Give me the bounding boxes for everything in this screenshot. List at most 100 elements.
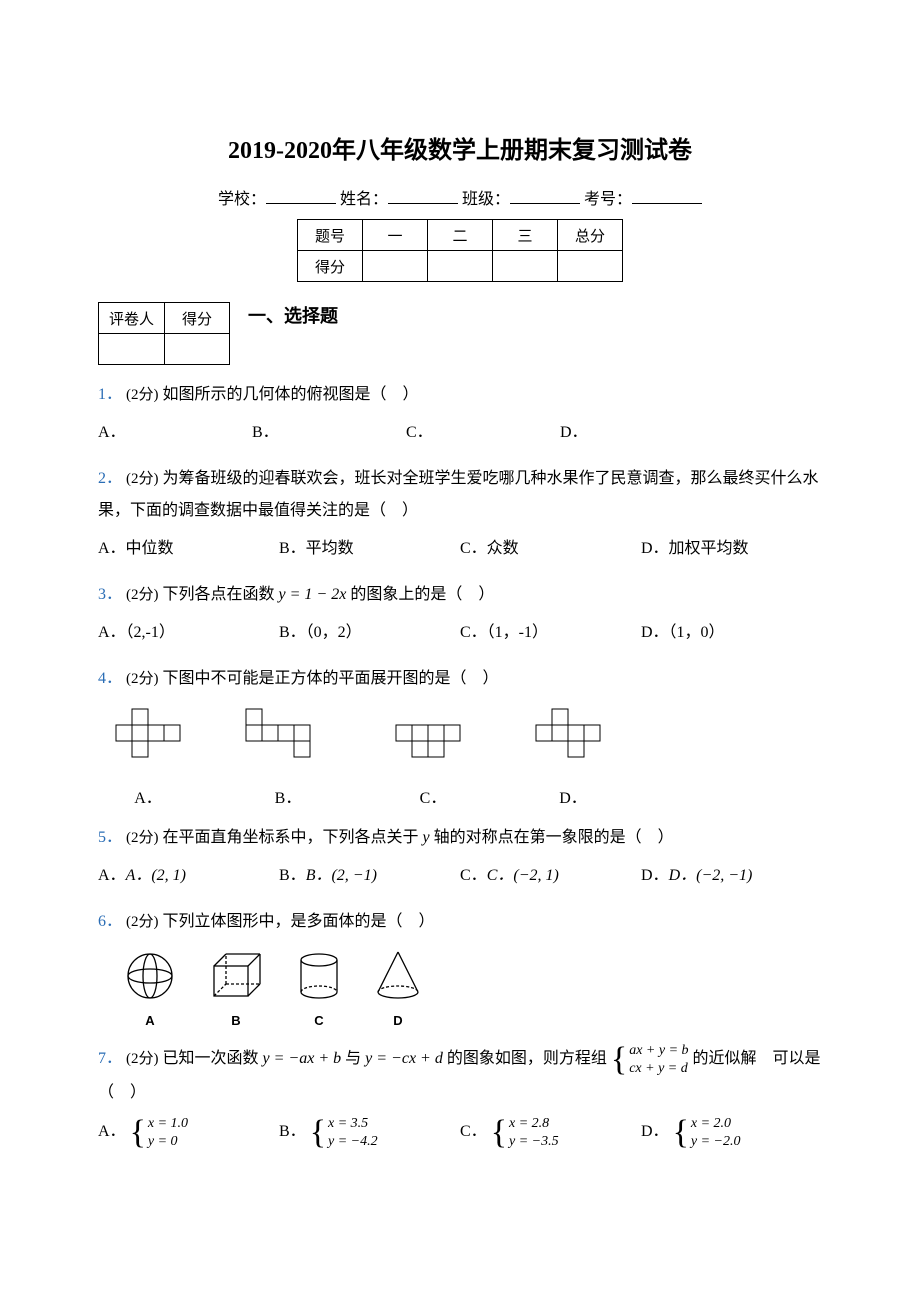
q6-text: 下列立体图形中，是多面体的是（ ） <box>163 913 435 930</box>
net-b-icon <box>228 703 348 773</box>
q1-options: A． B． C． D． <box>98 417 822 449</box>
student-info-line: 学校： 姓名： 班级： 考号： <box>98 185 822 209</box>
q3-opt-a: A．（2,-1） <box>98 617 279 649</box>
label-id: 考号： <box>584 191 632 208</box>
score-table: 题号 一 二 三 总分 得分 <box>297 219 623 282</box>
q7-d-r2: y = −2.0 <box>691 1133 741 1151</box>
q6-label-c: C <box>294 1013 344 1028</box>
q5-axis: y <box>423 829 430 846</box>
label-class: 班级： <box>462 191 510 208</box>
q7-opt-c: C． { x = 2.8 y = −3.5 <box>460 1115 641 1150</box>
left-brace-icon: { <box>310 1116 326 1150</box>
q2-text: 为筹备班级的迎春联欢会，班长对全班学生爱吃哪几种水果作了民意调查，那么最终买什么… <box>98 470 819 519</box>
q4-figures: A． B． <box>98 703 822 808</box>
cell: 题号 <box>298 220 363 251</box>
cell <box>99 334 165 365</box>
q4-fig-d: D． <box>518 703 628 808</box>
question-3: 3． (2分) 下列各点在函数 y = 1 − 2x 的图象上的是（ ） <box>98 579 822 611</box>
q7-opt-a: A． { x = 1.0 y = 0 <box>98 1115 279 1150</box>
q7-b-r1: x = 3.5 <box>328 1115 378 1133</box>
q7-sys-r1: ax + y = b <box>629 1042 688 1060</box>
grader-table: 评卷人 得分 <box>98 302 230 365</box>
q4-label-c: C． <box>378 784 488 808</box>
q6-fig-a: A <box>122 948 178 1028</box>
q7-f2: y = −cx + d <box>365 1050 443 1067</box>
q3-func: y = 1 − 2x <box>279 586 347 603</box>
q6-label-b: B <box>206 1013 266 1028</box>
q5-text-a: 在平面直角坐标系中，下列各点关于 <box>163 829 423 846</box>
question-4: 4． (2分) 下图中不可能是正方体的平面展开图的是（ ） <box>98 663 822 695</box>
q1-opt-b: B． <box>252 417 372 449</box>
q1-number: 1． <box>98 386 122 403</box>
q7-options: A． { x = 1.0 y = 0 B． { x = 3.5 y = −4.2… <box>98 1115 822 1150</box>
q2-number: 2． <box>98 470 122 487</box>
blank-id <box>632 187 702 204</box>
q4-points: (2分) <box>126 671 159 687</box>
q1-opt-c: C． <box>406 417 526 449</box>
q7-c-r2: y = −3.5 <box>509 1133 559 1151</box>
q1-opt-d: D． <box>560 417 680 449</box>
q3-opt-c: C．（1，-1） <box>460 617 641 649</box>
blank-class <box>510 187 580 204</box>
cell <box>493 251 558 282</box>
q3-options: A．（2,-1） B．（0，2） C．（1，-1） D．（1，0） <box>98 617 822 649</box>
table-row: 评卷人 得分 <box>99 303 230 334</box>
question-6: 6． (2分) 下列立体图形中，是多面体的是（ ） <box>98 906 822 938</box>
q6-fig-d: D <box>372 948 424 1028</box>
q3-number: 3． <box>98 586 122 603</box>
q7-number: 7． <box>98 1050 122 1067</box>
q5-opt-d: D．D．(−2, −1) <box>641 860 822 892</box>
q4-label-d: D． <box>518 784 628 808</box>
cell: 三 <box>493 220 558 251</box>
cell: 总分 <box>558 220 623 251</box>
q7-a-r2: y = 0 <box>148 1133 188 1151</box>
q2-options: A．中位数 B．平均数 C．众数 D．加权平均数 <box>98 533 822 565</box>
q6-figures: A B <box>122 948 822 1028</box>
q5-opt-a-val: A．(2, 1) <box>126 867 186 884</box>
q7-opt-a-label: A． <box>98 1123 126 1140</box>
q4-fig-c: C． <box>378 703 488 808</box>
q3-text-a: 下列各点在函数 <box>163 586 279 603</box>
q2-opt-b: B．平均数 <box>279 533 460 565</box>
q3-text-b: 的图象上的是（ ） <box>350 586 494 603</box>
cell <box>363 251 428 282</box>
q7-opt-d-sys: { x = 2.0 y = −2.0 <box>673 1115 741 1150</box>
q4-text: 下图中不可能是正方体的平面展开图的是（ ） <box>163 670 499 687</box>
q1-points: (2分) <box>126 387 159 403</box>
q6-fig-b: B <box>206 948 266 1028</box>
q7-opt-b-label: B． <box>279 1123 306 1140</box>
q1-opt-a: A． <box>98 417 218 449</box>
net-d-icon <box>518 703 628 773</box>
q5-number: 5． <box>98 829 122 846</box>
q7-opt-d-label: D． <box>641 1123 669 1140</box>
table-row: 得分 <box>298 251 623 282</box>
q7-opt-c-label: C． <box>460 1123 487 1140</box>
question-2: 2． (2分) 为筹备班级的迎春联欢会，班长对全班学生爱吃哪几种水果作了民意调查… <box>98 463 822 527</box>
table-row <box>99 334 230 365</box>
q5-opt-b: B．B．(2, −1) <box>279 860 460 892</box>
q7-mid: 与 <box>345 1050 365 1067</box>
q2-opt-c: C．众数 <box>460 533 641 565</box>
q5-opt-b-val: B．(2, −1) <box>306 867 377 884</box>
blank-name <box>388 187 458 204</box>
q3-opt-d: D．（1，0） <box>641 617 822 649</box>
q7-a-r1: x = 1.0 <box>148 1115 188 1133</box>
q7-sys-rows: ax + y = b cx + y = d <box>629 1042 688 1077</box>
q6-number: 6． <box>98 913 122 930</box>
q2-opt-d: D．加权平均数 <box>641 533 822 565</box>
cell: 得分 <box>298 251 363 282</box>
q7-c-r1: x = 2.8 <box>509 1115 559 1133</box>
cell: 得分 <box>165 303 230 334</box>
q7-opt-d: D． { x = 2.0 y = −2.0 <box>641 1115 822 1150</box>
table-row: 题号 一 二 三 总分 <box>298 220 623 251</box>
q4-number: 4． <box>98 670 122 687</box>
blank-school <box>266 187 336 204</box>
q1-text: 如图所示的几何体的俯视图是（ ） <box>163 386 419 403</box>
q4-fig-a: A． <box>98 703 198 808</box>
q5-opt-d-val: D．(−2, −1) <box>669 867 753 884</box>
question-7: 7． (2分) 已知一次函数 y = −ax + b 与 y = −cx + d… <box>98 1042 822 1109</box>
cell: 评卷人 <box>99 303 165 334</box>
q5-options: A．A．(2, 1) B．B．(2, −1) C．C．(−2, 1) D．D．(… <box>98 860 822 892</box>
cell <box>428 251 493 282</box>
net-a-icon <box>98 703 198 773</box>
